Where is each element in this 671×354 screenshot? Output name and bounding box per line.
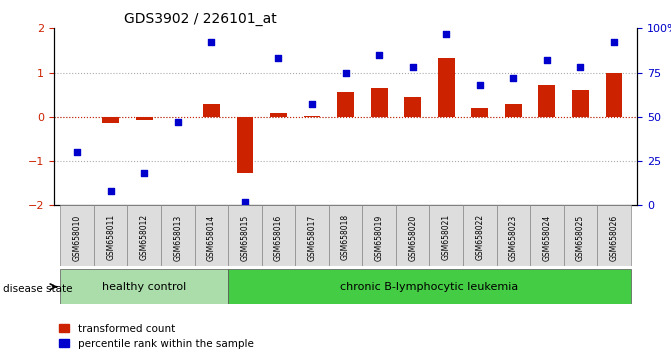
Bar: [236, 117, 254, 173]
Text: GSM658010: GSM658010: [72, 214, 82, 261]
Point: [340, 70, 351, 75]
Bar: [539, 85, 556, 117]
Point: [541, 57, 552, 63]
Point: [575, 64, 586, 70]
Bar: [203, 104, 220, 117]
FancyBboxPatch shape: [60, 205, 94, 266]
Text: GSM658021: GSM658021: [442, 214, 451, 261]
Text: GDS3902 / 226101_at: GDS3902 / 226101_at: [123, 12, 276, 26]
FancyBboxPatch shape: [60, 269, 228, 304]
Point: [407, 64, 418, 70]
Point: [172, 119, 183, 125]
Text: GSM658013: GSM658013: [173, 214, 183, 261]
Text: healthy control: healthy control: [102, 282, 187, 292]
Bar: [371, 88, 388, 117]
Point: [240, 199, 250, 205]
Bar: [338, 92, 354, 117]
Point: [609, 40, 619, 45]
Text: GSM658025: GSM658025: [576, 214, 585, 261]
Text: GSM658022: GSM658022: [475, 214, 484, 261]
FancyBboxPatch shape: [530, 205, 564, 266]
FancyBboxPatch shape: [564, 205, 597, 266]
Bar: [605, 73, 623, 117]
Point: [474, 82, 485, 88]
Bar: [505, 104, 522, 117]
FancyBboxPatch shape: [329, 205, 362, 266]
Text: chronic B-lymphocytic leukemia: chronic B-lymphocytic leukemia: [340, 282, 519, 292]
FancyBboxPatch shape: [429, 205, 463, 266]
Bar: [437, 58, 455, 117]
Bar: [304, 116, 321, 117]
FancyBboxPatch shape: [597, 205, 631, 266]
Point: [105, 188, 116, 194]
Point: [508, 75, 519, 81]
Text: GSM658017: GSM658017: [307, 214, 317, 261]
Bar: [270, 113, 287, 117]
Text: GSM658016: GSM658016: [274, 214, 283, 261]
FancyBboxPatch shape: [228, 269, 631, 304]
Point: [72, 149, 83, 155]
FancyBboxPatch shape: [94, 205, 127, 266]
Text: GSM658015: GSM658015: [240, 214, 250, 261]
FancyBboxPatch shape: [362, 205, 396, 266]
Text: GSM658014: GSM658014: [207, 214, 216, 261]
Text: GSM658011: GSM658011: [106, 214, 115, 261]
Text: GSM658012: GSM658012: [140, 214, 149, 261]
Bar: [136, 117, 153, 120]
FancyBboxPatch shape: [228, 205, 262, 266]
Bar: [572, 90, 589, 117]
FancyBboxPatch shape: [295, 205, 329, 266]
FancyBboxPatch shape: [127, 205, 161, 266]
Bar: [102, 117, 119, 124]
Legend: transformed count, percentile rank within the sample: transformed count, percentile rank withi…: [59, 324, 254, 349]
Text: GSM658024: GSM658024: [542, 214, 552, 261]
Point: [273, 56, 284, 61]
FancyBboxPatch shape: [161, 205, 195, 266]
FancyBboxPatch shape: [396, 205, 429, 266]
Point: [374, 52, 384, 58]
Text: GSM658020: GSM658020: [408, 214, 417, 261]
FancyBboxPatch shape: [463, 205, 497, 266]
Point: [441, 31, 452, 36]
Text: disease state: disease state: [3, 284, 73, 293]
Bar: [404, 97, 421, 117]
Point: [307, 102, 317, 107]
Point: [206, 40, 217, 45]
Point: [139, 171, 150, 176]
Text: GSM658026: GSM658026: [609, 214, 619, 261]
Text: GSM658018: GSM658018: [341, 214, 350, 261]
FancyBboxPatch shape: [497, 205, 530, 266]
Text: GSM658019: GSM658019: [374, 214, 384, 261]
Text: GSM658023: GSM658023: [509, 214, 518, 261]
FancyBboxPatch shape: [195, 205, 228, 266]
Bar: [472, 108, 488, 117]
FancyBboxPatch shape: [262, 205, 295, 266]
